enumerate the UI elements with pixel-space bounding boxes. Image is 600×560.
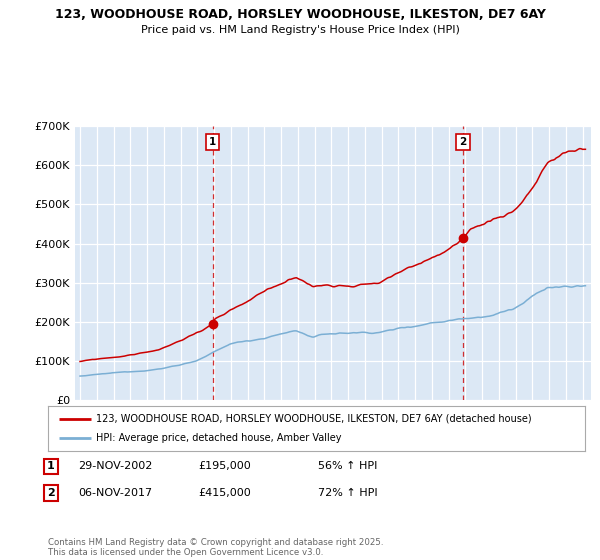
Text: Price paid vs. HM Land Registry's House Price Index (HPI): Price paid vs. HM Land Registry's House … — [140, 25, 460, 35]
Text: £415,000: £415,000 — [198, 488, 251, 498]
Text: Contains HM Land Registry data © Crown copyright and database right 2025.
This d: Contains HM Land Registry data © Crown c… — [48, 538, 383, 557]
Text: 29-NOV-2002: 29-NOV-2002 — [78, 461, 152, 472]
Text: £195,000: £195,000 — [198, 461, 251, 472]
Text: 2: 2 — [459, 137, 466, 147]
Text: HPI: Average price, detached house, Amber Valley: HPI: Average price, detached house, Ambe… — [97, 433, 342, 444]
Text: 72% ↑ HPI: 72% ↑ HPI — [318, 488, 377, 498]
Text: 1: 1 — [47, 461, 55, 472]
Text: 06-NOV-2017: 06-NOV-2017 — [78, 488, 152, 498]
Text: 1: 1 — [209, 137, 217, 147]
Text: 56% ↑ HPI: 56% ↑ HPI — [318, 461, 377, 472]
Text: 123, WOODHOUSE ROAD, HORSLEY WOODHOUSE, ILKESTON, DE7 6AY (detached house): 123, WOODHOUSE ROAD, HORSLEY WOODHOUSE, … — [97, 413, 532, 423]
Text: 123, WOODHOUSE ROAD, HORSLEY WOODHOUSE, ILKESTON, DE7 6AY: 123, WOODHOUSE ROAD, HORSLEY WOODHOUSE, … — [55, 8, 545, 21]
Text: 2: 2 — [47, 488, 55, 498]
